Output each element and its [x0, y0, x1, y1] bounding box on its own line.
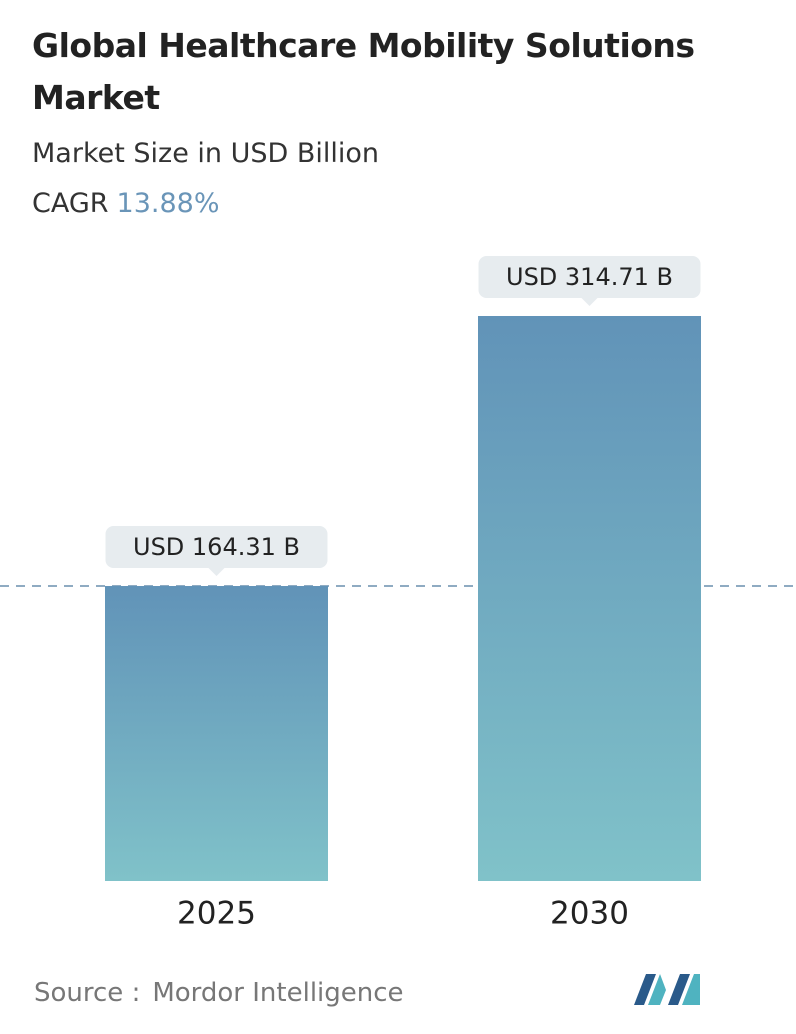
value-label-box	[478, 256, 701, 298]
value-label-pointer	[208, 568, 225, 577]
bar	[478, 316, 701, 881]
x-tick-label: 2025	[177, 896, 256, 932]
chart-subtitle: Market Size in USD Billion	[32, 138, 380, 169]
x-tick-label: 2030	[550, 896, 629, 932]
chart-title: Global Healthcare Mobility Solutions Mar…	[32, 26, 695, 117]
logo	[634, 974, 700, 1005]
source: Source : Mordor Intelligence	[34, 978, 404, 1008]
source-label: Source :	[34, 978, 141, 1008]
value-label: USD 314.71 B	[506, 263, 673, 291]
value-label: USD 164.31 B	[133, 533, 300, 561]
source-name: Mordor Intelligence	[152, 978, 404, 1008]
bar	[105, 586, 328, 881]
cagr-label: CAGR	[32, 188, 109, 219]
value-label-box	[105, 526, 328, 569]
value-label-pointer	[581, 298, 598, 306]
cagr: CAGR 13.88%	[32, 188, 219, 219]
cagr-value: 13.88%	[116, 188, 220, 219]
